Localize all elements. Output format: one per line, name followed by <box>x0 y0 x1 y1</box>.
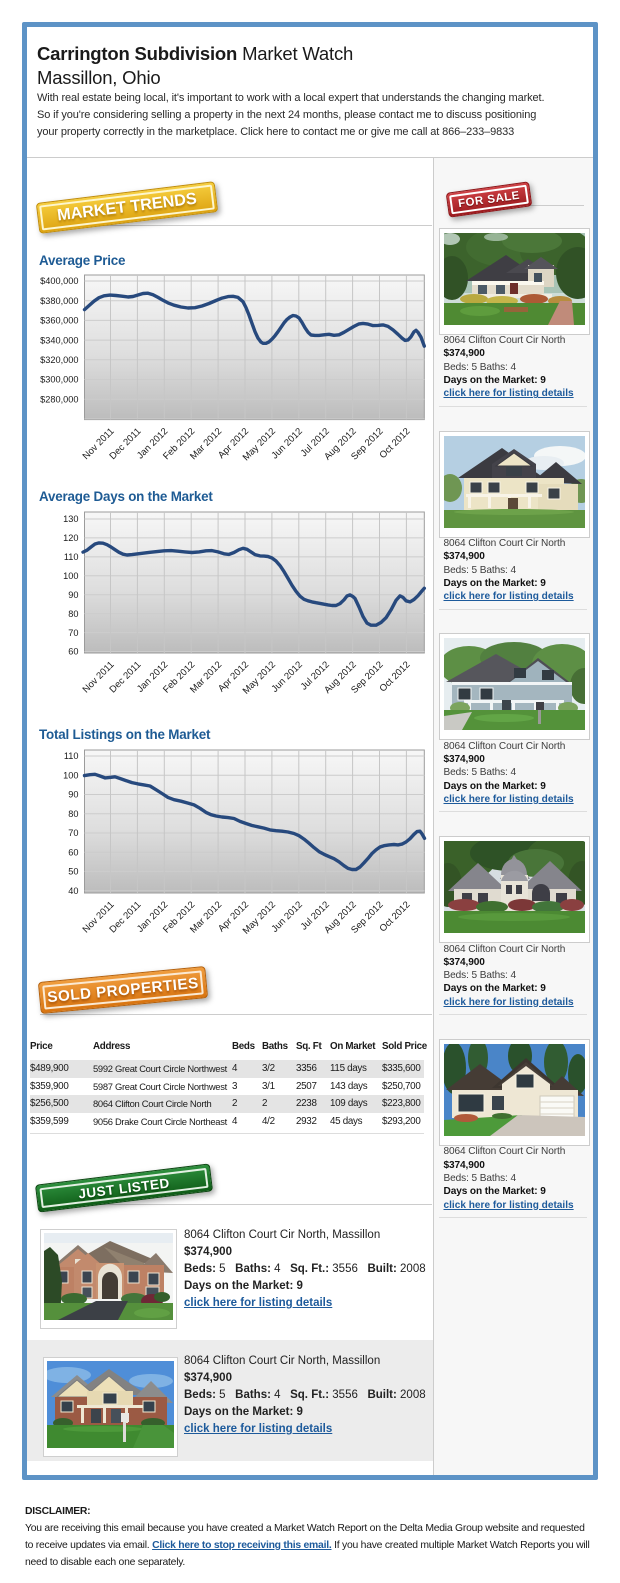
svg-text:70: 70 <box>68 828 78 838</box>
svg-text:80: 80 <box>68 609 78 619</box>
svg-text:$280,000: $280,000 <box>40 394 78 404</box>
svg-text:90: 90 <box>68 790 78 800</box>
svg-text:50: 50 <box>68 867 78 877</box>
svg-text:$400,000: $400,000 <box>40 276 78 286</box>
svg-text:80: 80 <box>68 809 78 819</box>
svg-text:$300,000: $300,000 <box>40 375 78 385</box>
svg-text:$360,000: $360,000 <box>40 316 78 326</box>
svg-text:40: 40 <box>68 886 78 896</box>
svg-text:120: 120 <box>63 533 78 543</box>
svg-text:100: 100 <box>63 770 78 780</box>
svg-text:$380,000: $380,000 <box>40 296 78 306</box>
svg-text:$340,000: $340,000 <box>40 335 78 345</box>
svg-text:70: 70 <box>68 628 78 638</box>
svg-text:90: 90 <box>68 590 78 600</box>
svg-text:$320,000: $320,000 <box>40 355 78 365</box>
svg-text:60: 60 <box>68 847 78 857</box>
svg-text:110: 110 <box>64 552 79 562</box>
svg-text:100: 100 <box>63 571 78 581</box>
svg-text:60: 60 <box>68 647 78 657</box>
svg-text:130: 130 <box>63 514 78 524</box>
svg-text:110: 110 <box>64 751 79 761</box>
